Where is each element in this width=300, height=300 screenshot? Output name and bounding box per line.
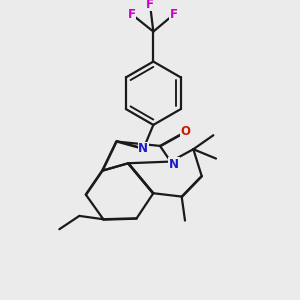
Text: O: O — [180, 125, 190, 138]
Text: F: F — [146, 0, 154, 11]
Text: F: F — [128, 8, 136, 21]
Text: F: F — [170, 8, 178, 21]
Text: N: N — [169, 158, 179, 171]
Text: N: N — [138, 142, 148, 155]
